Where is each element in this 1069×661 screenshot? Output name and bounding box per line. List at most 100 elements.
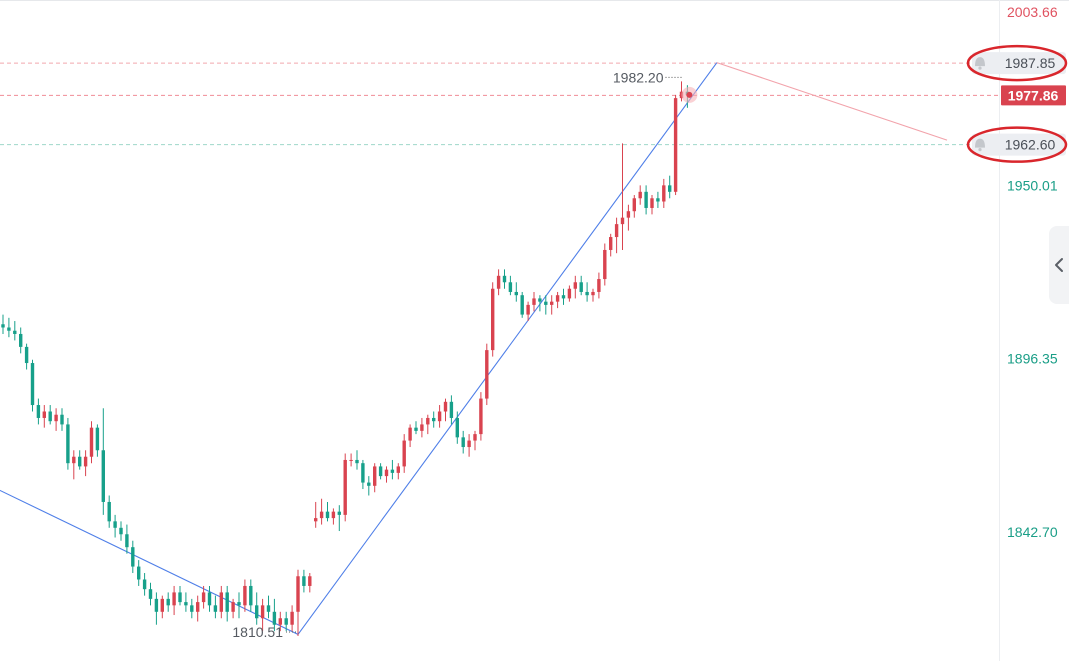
candle-body [1,324,5,328]
candle-body [201,592,206,603]
candle [620,143,625,250]
candle-body [491,288,495,351]
candle [278,611,282,632]
low-price-label: 1810.51 [232,624,283,640]
candle-body [390,469,395,473]
candle-body [573,282,577,289]
candle [219,585,223,619]
candle-body [231,602,235,612]
candle-body [461,437,465,448]
candle [585,282,589,302]
candle-body [337,511,341,515]
candle-body [614,224,619,238]
candle [414,421,418,435]
candle [544,295,548,315]
candle [538,295,542,312]
high-price-label: 1982.20 [613,69,664,85]
alert-price-label: 1987.85 [1005,55,1056,71]
candle-body [89,427,94,457]
candle [166,592,170,612]
candle-body [331,511,336,519]
candle [131,540,135,574]
candle-body [437,411,442,422]
candle [367,476,371,496]
candle-body [83,456,88,467]
candle [650,195,654,215]
candle-body [314,518,318,522]
candle [437,405,442,428]
candle-body [508,282,513,292]
candle [461,430,465,454]
candle-body [355,459,359,464]
candle [378,463,383,480]
candle [101,408,105,515]
candle [54,408,58,431]
candle [520,291,524,318]
candle [255,592,259,625]
candle [72,450,76,480]
candle-body [673,98,678,192]
candle-body [196,602,200,612]
candle-body [555,295,560,302]
candle [302,569,306,593]
candle [532,291,536,312]
candle [42,405,46,428]
candle [473,430,477,451]
candle [343,453,347,522]
highlight-circle [966,44,1068,82]
candle [83,450,88,477]
bell-icon [975,57,985,70]
candle [632,195,636,218]
candle [89,421,94,464]
candle [673,94,678,196]
candle-body [520,295,524,315]
candle-body [638,191,642,199]
candle [7,317,11,338]
candle-body [650,198,654,208]
candle [491,282,495,357]
candle-body [526,304,530,315]
candle [496,269,501,296]
candle [638,185,642,205]
bell-icon [975,138,985,152]
candle [662,178,666,208]
candle-body [219,592,223,612]
candle-body [113,521,117,528]
candle-body [408,427,412,441]
candle [113,514,117,538]
candle [502,269,507,289]
candle-body [237,602,241,606]
candle-body [426,417,430,425]
candle-body [266,605,271,612]
candle-body [48,411,52,422]
y-tick-label: 1842.70 [1007,524,1058,540]
candle-body [19,333,23,347]
collapse-panel-button[interactable] [1049,226,1069,304]
candle-body [119,527,123,535]
candle [249,579,253,612]
candle [213,595,218,619]
candle [260,598,265,632]
candle-body [243,585,247,606]
candle [308,573,312,593]
candle-body [544,301,548,305]
candle [319,498,324,525]
y-tick-label: 2003.66 [1007,4,1058,20]
candle [355,450,359,470]
candle-body [78,456,82,467]
candle-body [668,185,672,192]
candle [514,282,518,302]
candle [24,343,29,370]
candle-body [378,466,383,477]
candle [178,585,182,606]
candle [656,191,660,208]
candle [237,592,241,619]
candle-body [225,592,229,612]
candle [314,501,318,528]
candle [644,185,648,215]
alert-price-badge [972,133,1066,156]
candles [1,81,690,636]
candle [449,395,454,425]
candle [243,579,247,612]
